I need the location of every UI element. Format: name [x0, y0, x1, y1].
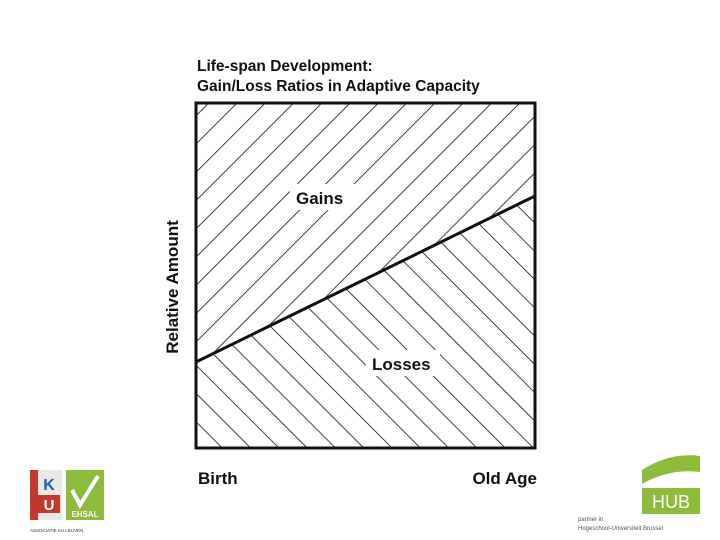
logo-caption: ASSOCIATIE KU LEUVEN	[30, 528, 83, 533]
hub-caption: partner in	[578, 517, 603, 523]
losses-region	[196, 196, 535, 448]
axis-end-label: Birth	[198, 469, 238, 488]
title-line: Gain/Loss Ratios in Adaptive Capacity	[197, 78, 480, 95]
ku-logo-stripe	[30, 470, 38, 520]
ku-letter: U	[44, 497, 55, 514]
ku-letter: K	[43, 477, 55, 494]
title-line: Life-span Development:	[197, 58, 373, 75]
hub-logo	[642, 488, 700, 514]
diagram-frame	[194, 101, 537, 450]
divider-line	[195, 194, 536, 364]
axis-label: Relative Amount	[163, 220, 182, 354]
label-backdrop	[290, 184, 356, 210]
ku-logo-box	[38, 495, 60, 513]
hub-arc	[642, 455, 700, 484]
ehsal-text: EHSAL	[71, 510, 98, 519]
region-label: Losses	[372, 355, 431, 374]
axis-end-label: Old Age	[472, 469, 537, 488]
label-backdrop	[366, 350, 440, 376]
gains-region	[196, 103, 535, 362]
region-label: Gains	[296, 189, 343, 208]
hub-text: HUB	[652, 492, 690, 512]
ehsal-check	[70, 474, 100, 510]
hub-caption: Hogeschool-Universiteit Brussel	[578, 526, 663, 532]
